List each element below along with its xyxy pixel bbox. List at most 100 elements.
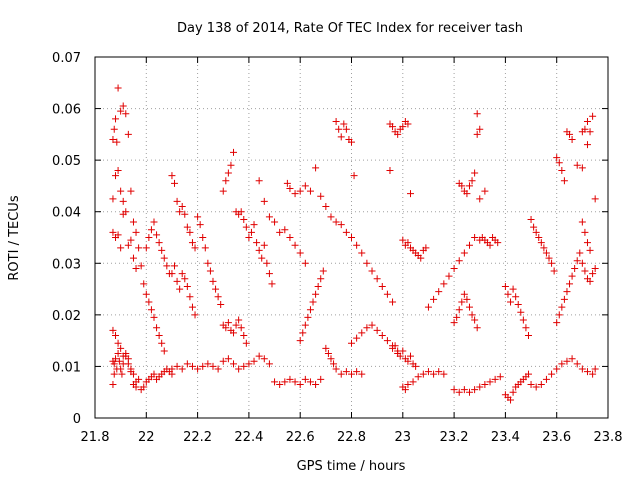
data-point	[224, 319, 232, 327]
data-point	[173, 277, 181, 285]
data-point	[378, 331, 386, 339]
data-point	[404, 120, 412, 128]
data-point	[209, 277, 217, 285]
data-point	[142, 290, 150, 298]
data-point	[563, 288, 571, 296]
data-point	[296, 187, 304, 195]
data-point	[519, 316, 527, 324]
data-point	[230, 148, 238, 156]
data-point	[112, 355, 120, 363]
data-point	[337, 221, 345, 229]
data-point	[119, 360, 127, 368]
data-point	[537, 239, 545, 247]
data-point	[265, 360, 273, 368]
data-point	[265, 270, 273, 278]
data-point	[558, 166, 566, 174]
data-point	[188, 303, 196, 311]
data-point	[242, 339, 250, 347]
data-point	[383, 290, 391, 298]
x-tick-label: 22	[138, 430, 155, 445]
data-point	[212, 285, 220, 293]
data-point	[317, 275, 325, 283]
data-point	[553, 154, 561, 162]
data-point	[110, 370, 118, 378]
y-tick-label: 0.06	[52, 103, 81, 118]
data-point	[581, 267, 589, 275]
chart-title: Day 138 of 2014, Rate Of TEC Index for r…	[177, 21, 523, 36]
data-point	[219, 357, 227, 365]
data-point	[353, 368, 361, 376]
data-point	[122, 110, 130, 118]
data-point	[589, 270, 597, 278]
data-point	[512, 293, 520, 301]
data-point	[271, 378, 279, 386]
data-point	[391, 342, 399, 350]
data-point	[583, 239, 591, 247]
data-point	[109, 195, 117, 203]
x-tick-label: 23.4	[491, 430, 520, 445]
data-point	[586, 128, 594, 136]
data-point	[306, 187, 314, 195]
data-point	[153, 231, 161, 239]
data-point	[560, 177, 568, 185]
data-point	[358, 249, 366, 257]
data-point	[583, 368, 591, 376]
data-point	[458, 182, 466, 190]
data-point	[299, 329, 307, 337]
data-point	[386, 166, 394, 174]
data-point	[250, 357, 258, 365]
data-point	[304, 313, 312, 321]
x-tick-label: 21.8	[81, 430, 110, 445]
data-point	[440, 370, 448, 378]
data-point	[119, 102, 127, 110]
data-point	[350, 172, 358, 180]
data-point	[168, 365, 176, 373]
x-tick-label: 22.6	[286, 430, 315, 445]
data-point	[188, 239, 196, 247]
data-point	[514, 301, 522, 309]
data-point	[204, 259, 212, 267]
x-tick-label: 23.8	[594, 430, 623, 445]
data-point	[373, 326, 381, 334]
data-point	[455, 388, 463, 396]
data-point	[440, 280, 448, 288]
data-point	[117, 107, 125, 115]
data-point	[527, 215, 535, 223]
data-point	[209, 362, 217, 370]
data-point	[566, 130, 574, 138]
data-point	[296, 337, 304, 345]
data-point	[199, 234, 207, 241]
data-point	[581, 228, 589, 236]
data-point	[460, 249, 468, 257]
data-point	[255, 177, 263, 185]
data-point	[460, 290, 468, 298]
data-point	[589, 370, 597, 378]
data-point	[517, 308, 525, 316]
data-point	[348, 234, 355, 241]
data-point	[260, 241, 268, 249]
data-point	[465, 388, 473, 396]
data-point	[542, 249, 550, 257]
data-point	[163, 262, 171, 270]
data-point	[224, 169, 232, 177]
data-point	[445, 272, 453, 280]
data-point	[286, 185, 294, 193]
data-point	[191, 311, 199, 319]
data-point	[348, 339, 355, 347]
data-point	[117, 244, 125, 252]
data-point	[127, 368, 135, 376]
data-point	[255, 246, 263, 254]
data-point	[204, 360, 212, 368]
data-point	[363, 259, 371, 267]
data-point	[455, 257, 463, 265]
data-point	[337, 133, 345, 141]
data-point	[283, 179, 291, 187]
data-point	[389, 298, 397, 306]
data-point	[535, 234, 543, 241]
data-point	[476, 125, 484, 133]
data-point	[237, 324, 245, 332]
data-point	[578, 218, 586, 226]
data-point	[524, 331, 532, 339]
